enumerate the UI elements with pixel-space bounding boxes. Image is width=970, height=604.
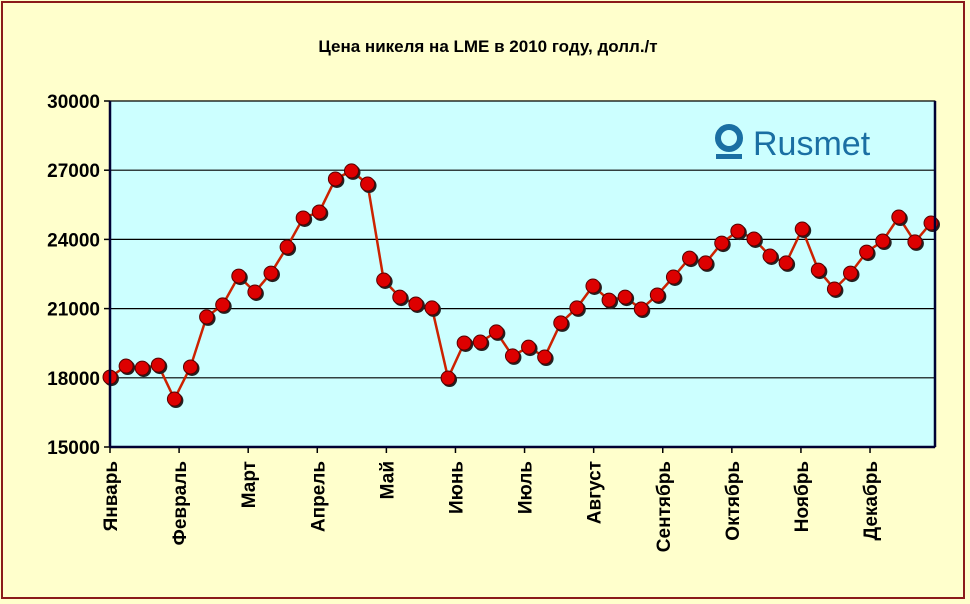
data-point bbox=[360, 176, 376, 192]
data-point bbox=[118, 358, 134, 374]
logo-icon bbox=[715, 124, 743, 152]
data-point bbox=[182, 359, 198, 375]
data-point bbox=[794, 221, 810, 237]
data-point bbox=[231, 268, 247, 284]
data-point bbox=[778, 255, 794, 271]
data-point bbox=[472, 334, 488, 350]
month-label: Февраль bbox=[170, 461, 191, 545]
month-label: Апрель bbox=[308, 461, 329, 532]
data-point bbox=[762, 248, 778, 264]
data-point bbox=[424, 300, 440, 316]
month-label: Май bbox=[377, 461, 398, 499]
y-tick-label: 30000 bbox=[47, 92, 100, 113]
data-point bbox=[698, 255, 714, 271]
month-label: Июль bbox=[516, 461, 537, 514]
month-label: Ноябрь bbox=[792, 461, 813, 532]
data-point bbox=[215, 297, 231, 313]
month-label: Март bbox=[239, 461, 260, 508]
data-point bbox=[150, 357, 166, 373]
data-point bbox=[199, 309, 215, 325]
month-label: Июнь bbox=[446, 461, 467, 514]
data-point bbox=[859, 244, 875, 260]
data-point bbox=[907, 234, 923, 250]
y-tick-label: 18000 bbox=[47, 369, 100, 390]
data-point bbox=[730, 223, 746, 239]
month-label: Январь bbox=[101, 461, 122, 531]
data-point bbox=[504, 348, 520, 364]
data-point bbox=[682, 250, 698, 266]
data-point bbox=[327, 171, 343, 187]
data-point bbox=[826, 281, 842, 297]
data-point bbox=[263, 265, 279, 281]
logo-bar bbox=[716, 154, 742, 159]
y-tick-label: 21000 bbox=[47, 300, 100, 321]
data-point bbox=[665, 269, 681, 285]
chart-title: Цена никеля на LME в 2010 году, долл./т bbox=[318, 37, 657, 56]
y-tick-label: 15000 bbox=[47, 438, 100, 459]
data-point bbox=[456, 335, 472, 351]
y-tick-label: 27000 bbox=[47, 161, 100, 182]
data-point bbox=[649, 287, 665, 303]
data-point bbox=[569, 300, 585, 316]
series-line bbox=[109, 169, 932, 402]
data-point bbox=[166, 391, 182, 407]
data-point bbox=[376, 272, 392, 288]
data-point bbox=[714, 235, 730, 251]
data-point bbox=[891, 209, 907, 225]
data-point bbox=[537, 349, 553, 365]
data-point bbox=[843, 265, 859, 281]
data-point bbox=[247, 284, 263, 300]
data-point bbox=[633, 301, 649, 317]
rusmet-logo: Rusmet bbox=[715, 124, 871, 163]
data-point bbox=[440, 370, 456, 386]
data-point bbox=[617, 289, 633, 305]
data-point bbox=[488, 324, 504, 340]
month-label: Август bbox=[585, 461, 606, 524]
data-point bbox=[810, 262, 826, 278]
month-label: Декабрь bbox=[861, 461, 882, 540]
data-point bbox=[311, 204, 327, 220]
month-label: Октябрь bbox=[723, 461, 744, 541]
data-point bbox=[343, 163, 359, 179]
data-point bbox=[585, 278, 601, 294]
data-point bbox=[601, 292, 617, 308]
data-point bbox=[408, 296, 424, 312]
logo-text: Rusmet bbox=[753, 125, 871, 163]
data-point bbox=[134, 360, 150, 376]
data-point bbox=[553, 315, 569, 331]
data-point bbox=[521, 339, 537, 355]
month-label: Сентябрь bbox=[654, 461, 675, 552]
y-tick-label: 24000 bbox=[47, 230, 100, 251]
data-point bbox=[279, 239, 295, 255]
data-point bbox=[392, 289, 408, 305]
data-point bbox=[295, 210, 311, 226]
data-point bbox=[746, 231, 762, 247]
data-point bbox=[875, 233, 891, 249]
